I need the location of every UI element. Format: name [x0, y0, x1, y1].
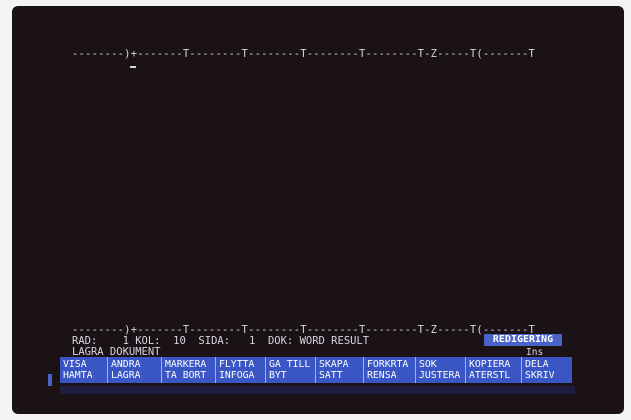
message-line: LAGRA DOKUMENT — [72, 346, 161, 358]
key-top-label: GA TILL — [269, 358, 311, 370]
key-bottom-label: RENSA — [367, 370, 397, 381]
key-bottom-label: HAMTA — [63, 370, 93, 381]
mode-indicator: REDIGERING — [484, 334, 562, 346]
key-bottom-label: INFOGA — [219, 370, 255, 381]
key-top-label: MARKERA — [165, 358, 207, 370]
key-top-label: VISA — [63, 358, 87, 370]
key-top-label: KOPIERA — [469, 358, 511, 370]
key-bottom-label: JUSTERA — [419, 370, 461, 381]
key-top-label: ANDRA — [111, 358, 141, 370]
key-kopiera-aterstl[interactable]: KOPIERA ATERSTL — [466, 357, 522, 383]
key-bottom-label: LAGRA — [111, 370, 141, 381]
crt-screen: --------)+-------T--------T--------T----… — [12, 6, 624, 414]
function-key-bar: VISA HAMTA ANDRA LAGRA MARKERA TA BORT F… — [60, 357, 572, 383]
key-markera-ta-bort[interactable]: MARKERA TA BORT — [162, 357, 216, 383]
key-bottom-label: SATT — [319, 370, 343, 381]
key-top-label: DELA — [525, 358, 549, 370]
text-cursor — [130, 66, 136, 68]
key-forkrta-rensa[interactable]: FORKRTA RENSA — [364, 357, 416, 383]
key-top-label: SKAPA — [319, 358, 349, 370]
screen-edge-glow — [60, 386, 575, 394]
insert-indicator: Ins — [526, 347, 544, 358]
key-andra-lagra[interactable]: ANDRA LAGRA — [108, 357, 162, 383]
key-visa-hamta[interactable]: VISA HAMTA — [60, 357, 108, 383]
key-dela-skriv[interactable]: DELA SKRIV — [522, 357, 572, 383]
key-bottom-label: BYT — [269, 370, 287, 381]
key-bottom-label: TA BORT — [165, 370, 207, 381]
key-skapa-satt[interactable]: SKAPA SATT — [316, 357, 364, 383]
key-top-label: FORKRTA — [367, 358, 409, 370]
status-line: RAD: 1 KOL: 10 SIDA: 1 DOK: WORD RESULT — [72, 335, 370, 347]
key-flytta-infoga[interactable]: FLYTTA INFOGA — [216, 357, 266, 383]
key-bottom-label: ATERSTL — [469, 370, 511, 381]
key-top-label: FLYTTA — [219, 358, 255, 370]
key-sok-justera[interactable]: SOK JUSTERA — [416, 357, 466, 383]
key-top-label: SOK — [419, 358, 437, 370]
key-ga-till-byt[interactable]: GA TILL BYT — [266, 357, 316, 383]
key-bottom-label: SKRIV — [525, 370, 555, 381]
screen-edge-marker — [48, 374, 52, 386]
tab-ruler-bottom: --------)+-------T--------T--------T----… — [72, 324, 536, 336]
tab-ruler-top: --------)+-------T--------T--------T----… — [72, 48, 536, 60]
